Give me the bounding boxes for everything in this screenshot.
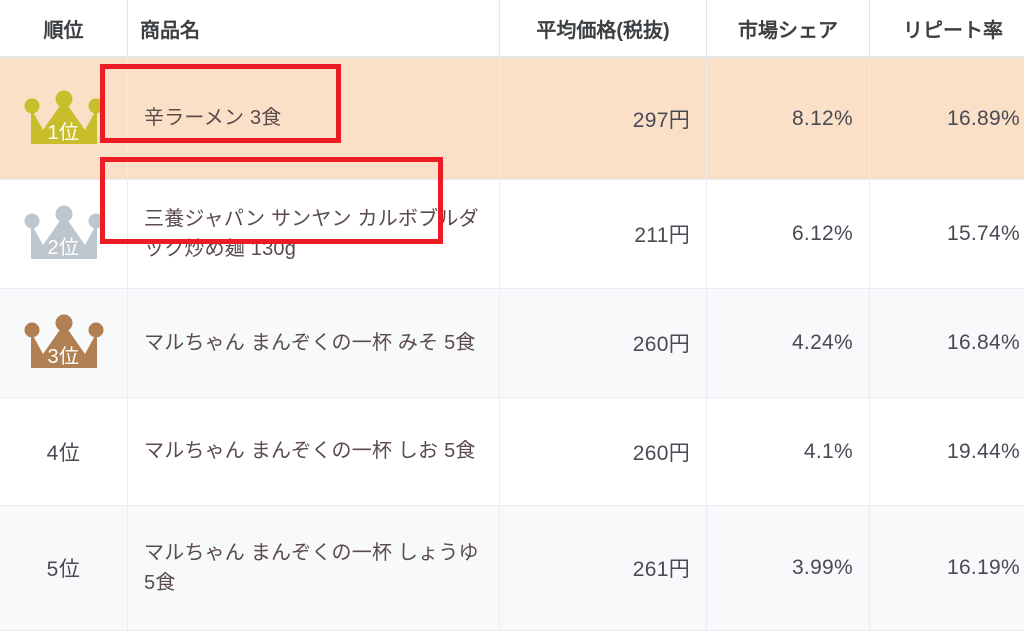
rank-cell: 4位: [0, 398, 128, 506]
market-share-cell: 8.12%: [707, 57, 870, 180]
rank-label: 5位: [47, 558, 81, 581]
column-header-rank: 順位: [0, 0, 128, 57]
crown-icon: 2位: [23, 205, 105, 263]
product-name-text: 辛ラーメン 3食: [144, 107, 281, 129]
table-header-row: 順位 商品名 平均価格(税抜) 市場シェア リピート率 前回順位: [0, 0, 1024, 57]
market-share-cell: 4.1%: [707, 398, 870, 506]
product-name-cell[interactable]: マルちゃん まんぞくの一杯 みそ 5食: [128, 289, 500, 398]
table-row[interactable]: 5位 マルちゃん まんぞくの一杯 しょうゆ 5食 261円 3.99% 16.1…: [0, 506, 1024, 631]
average-price-cell: 211円: [500, 180, 707, 289]
table-body: 1位 辛ラーメン 3食 297円 8.12% 16.89% → 1位: [0, 57, 1024, 631]
rank-label: 4位: [47, 442, 81, 465]
product-name-cell[interactable]: 辛ラーメン 3食: [128, 57, 500, 180]
column-header-repeat-rate: リピート率: [870, 0, 1024, 57]
product-name-cell[interactable]: マルちゃん まんぞくの一杯 しょうゆ 5食: [128, 506, 500, 631]
product-name-cell[interactable]: 三養ジャパン サンヤン カルボブルダック炒め麺 130g: [128, 180, 500, 289]
average-price-cell: 297円: [500, 57, 707, 180]
market-share-cell: 3.99%: [707, 506, 870, 631]
product-name-text: マルちゃん まんぞくの一杯 しょうゆ 5食: [144, 542, 479, 594]
column-header-average-price: 平均価格(税抜): [500, 0, 707, 57]
product-name-cell[interactable]: マルちゃん まんぞくの一杯 しお 5食: [128, 398, 500, 506]
table-row[interactable]: 1位 辛ラーメン 3食 297円 8.12% 16.89% → 1位: [0, 57, 1024, 180]
average-price-cell: 261円: [500, 506, 707, 631]
average-price-cell: 260円: [500, 289, 707, 398]
market-share-cell: 6.12%: [707, 180, 870, 289]
repeat-rate-cell: 16.19%: [870, 506, 1024, 631]
rank-cell: 5位: [0, 506, 128, 631]
repeat-rate-cell: 19.44%: [870, 398, 1024, 506]
rank-cell: 3位: [0, 289, 128, 398]
repeat-rate-cell: 16.84%: [870, 289, 1024, 398]
repeat-rate-cell: 16.89%: [870, 57, 1024, 180]
ranking-table-page: 順位 商品名 平均価格(税抜) 市場シェア リピート率 前回順位: [0, 0, 1024, 534]
average-price-cell: 260円: [500, 398, 707, 506]
table-header: 順位 商品名 平均価格(税抜) 市場シェア リピート率 前回順位: [0, 0, 1024, 57]
column-header-product-name: 商品名: [128, 0, 500, 57]
crown-icon: 1位: [23, 90, 105, 148]
rank-cell: 2位: [0, 180, 128, 289]
product-name-text: マルちゃん まんぞくの一杯 みそ 5食: [144, 332, 476, 354]
market-share-cell: 4.24%: [707, 289, 870, 398]
repeat-rate-cell: 15.74%: [870, 180, 1024, 289]
table-row[interactable]: 4位 マルちゃん まんぞくの一杯 しお 5食 260円 4.1% 19.44% …: [0, 398, 1024, 506]
rank-cell: 1位: [0, 57, 128, 180]
crown-icon: 3位: [23, 314, 105, 372]
product-name-text: マルちゃん まんぞくの一杯 しお 5食: [144, 440, 476, 462]
table-row[interactable]: 2位 三養ジャパン サンヤン カルボブルダック炒め麺 130g 211円 6.1…: [0, 180, 1024, 289]
product-name-text: 三養ジャパン サンヤン カルボブルダック炒め麺 130g: [144, 208, 479, 260]
table-row[interactable]: 3位 マルちゃん まんぞくの一杯 みそ 5食 260円 4.24% 16.84%…: [0, 289, 1024, 398]
column-header-market-share: 市場シェア: [707, 0, 870, 57]
